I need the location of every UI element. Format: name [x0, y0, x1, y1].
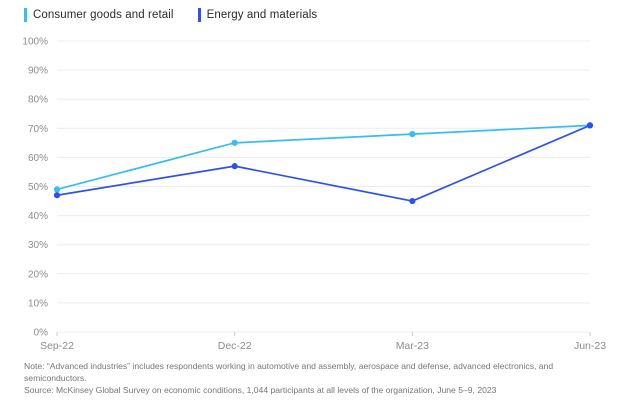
y-axis-label: 30% — [28, 240, 48, 251]
x-axis-label: Sep-22 — [40, 340, 74, 352]
legend-item-energy-and-materials: Energy and materials — [197, 8, 318, 22]
legend-marker-energy-and-materials — [197, 8, 201, 22]
source-text: Source: McKinsey Global Survey on econom… — [24, 385, 497, 396]
y-axis-label: 50% — [28, 182, 48, 193]
y-axis-label: 100% — [22, 37, 48, 48]
data-point — [409, 131, 416, 138]
data-point — [409, 197, 416, 205]
legend-label-consumer-goods-and-retail: Consumer goods and retail — [33, 9, 174, 21]
x-axis-label: Jun-23 — [574, 340, 606, 352]
y-axis-label: 70% — [28, 124, 48, 135]
line-chart: 100% 90% 80% 70% 60% 50% 40% 30% 20% 10% 0%Sep-22 D… — [22, 37, 606, 353]
legend-label-energy-and-materials: Energy and materials — [206, 9, 318, 21]
y-axis-label: 90% — [28, 66, 48, 77]
line-series — [56, 124, 591, 202]
y-axis-label: 20% — [28, 269, 48, 280]
y-axis-label: 80% — [28, 95, 48, 106]
data-point — [231, 139, 238, 146]
note-text: Note: “Advanced industries” includes res… — [24, 361, 554, 384]
legend-marker-consumer-goods-and-retail — [24, 8, 27, 22]
legend-item-consumer-goods-and-retail: Consumer goods and retail — [24, 8, 174, 22]
chart-footnotes: Note: “Advanced industries” includes res… — [24, 360, 606, 396]
y-axis-label: 10% — [28, 298, 48, 309]
y-axis-label: 0% — [34, 328, 49, 339]
y-axis-label: 40% — [28, 211, 48, 222]
data-point — [53, 186, 61, 193]
x-axis-label: Mar-23 — [396, 340, 429, 352]
chart-legend: Consumer goods and retail Energy and mat… — [24, 8, 317, 22]
x-axis-label: Dec-22 — [218, 340, 252, 352]
y-axis-label: 60% — [28, 153, 48, 164]
data-point — [53, 192, 61, 199]
data-point — [586, 122, 594, 129]
data-point — [231, 163, 238, 170]
line-series — [56, 124, 591, 191]
